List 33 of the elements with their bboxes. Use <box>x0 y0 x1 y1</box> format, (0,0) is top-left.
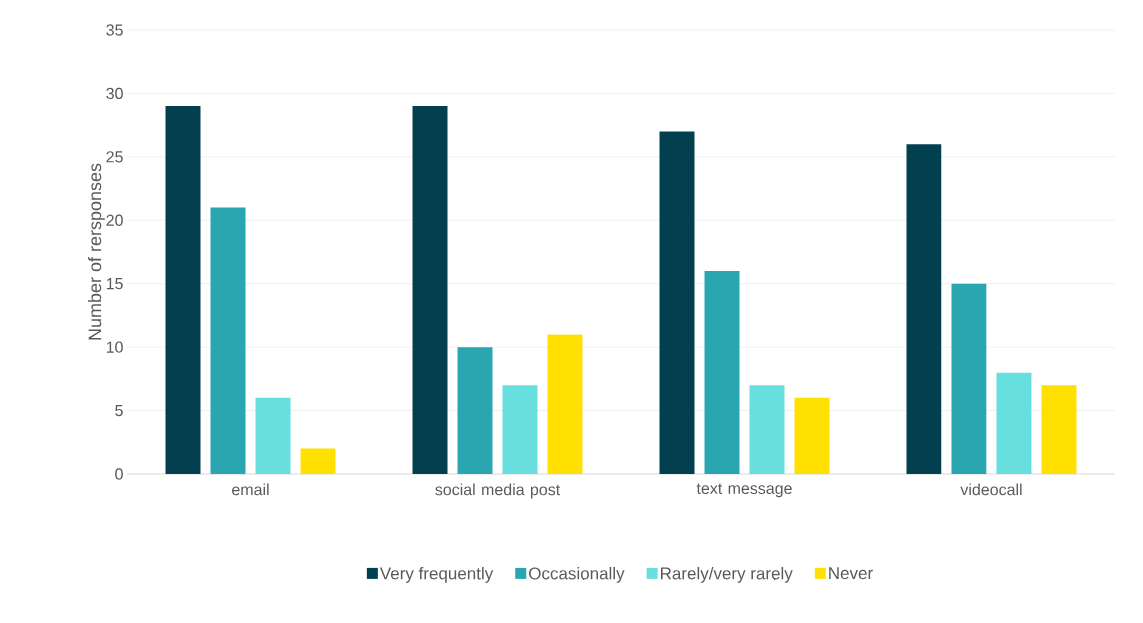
bar <box>412 106 448 474</box>
y-tick-label: 35 <box>106 24 123 36</box>
bar <box>457 347 493 474</box>
y-tick-label: 20 <box>106 214 123 226</box>
x-tick-label: social media post <box>435 483 561 499</box>
legend-label: Very frequently <box>379 566 494 583</box>
bar <box>210 207 246 474</box>
bar <box>794 397 830 474</box>
y-tick-label: 10 <box>106 341 123 353</box>
bar <box>300 448 336 474</box>
legend-label: Never <box>829 567 873 580</box>
x-tick-label: videocall <box>960 483 1022 496</box>
y-tick-label: 0 <box>115 468 123 480</box>
bar <box>749 385 785 474</box>
y-tick-label: 30 <box>106 87 123 100</box>
bar <box>659 131 695 474</box>
bar <box>996 372 1032 474</box>
bar <box>704 271 740 474</box>
x-tick-label: email <box>232 483 269 496</box>
bar <box>502 385 538 474</box>
y-tick-label: 15 <box>106 278 123 290</box>
bar <box>951 283 987 474</box>
bar <box>1041 385 1077 474</box>
bar <box>547 334 583 474</box>
y-tick-label: 5 <box>115 404 123 417</box>
bar <box>906 144 942 474</box>
x-tick-label: text message <box>696 483 792 498</box>
bar <box>255 397 291 474</box>
legend-label: Occasionally <box>529 566 625 583</box>
legend-label: Rarely/very rarely <box>661 566 793 583</box>
bar <box>165 106 201 474</box>
y-tick-label: 25 <box>106 151 123 163</box>
y-axis-title: Number of rersponses <box>88 163 105 340</box>
